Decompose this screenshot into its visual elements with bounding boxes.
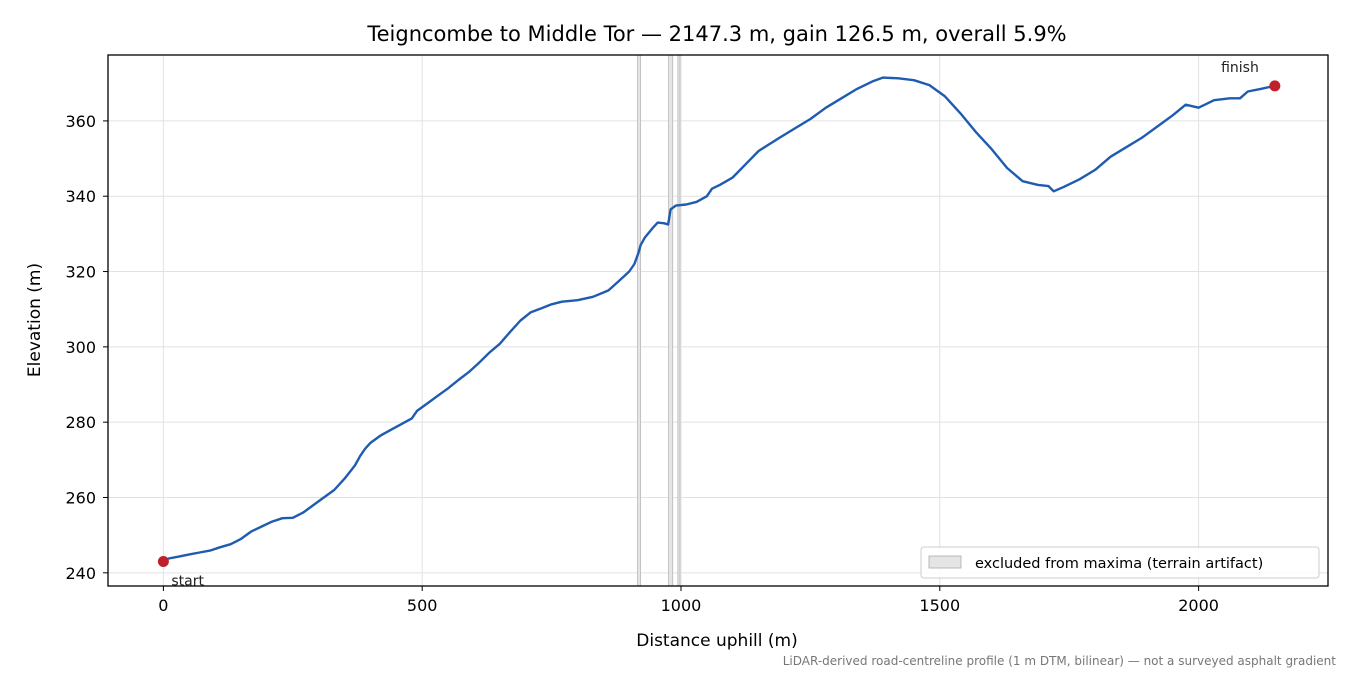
x-tick-label: 1000: [661, 596, 702, 615]
legend-swatch: [928, 555, 962, 569]
legend-box: [920, 546, 1320, 579]
excluded-range: [668, 54, 674, 587]
footnote: LiDAR-derived road-centreline profile (1…: [783, 654, 1337, 668]
y-tick-label: 320: [65, 263, 96, 282]
x-tick-label: 1500: [919, 596, 960, 615]
series-layer: [162, 76, 1276, 563]
finish-label: finish: [1221, 60, 1259, 76]
start-label: start: [171, 574, 204, 590]
x-tick-label: 0: [158, 596, 168, 615]
legend-label: excluded from maxima (terrain artifact): [975, 556, 1263, 572]
y-axis-label: Elevation (m): [25, 263, 45, 377]
excluded-range: [677, 54, 681, 587]
x-tick-label: 500: [407, 596, 438, 615]
excluded-ranges: [637, 54, 681, 587]
legend: excluded from maxima (terrain artifact): [920, 546, 1320, 579]
markers-layer: start finish: [157, 60, 1281, 590]
y-tick-label: 360: [65, 112, 96, 131]
y-tick-label: 240: [65, 564, 96, 583]
axis-ticks: 0 500 1000 1500 2000 240 260 280 300 320 340 360: [65, 112, 1219, 615]
grid-lines: [108, 55, 1328, 586]
y-tick-label: 280: [65, 413, 96, 432]
x-axis-label: Distance uphill (m): [636, 631, 797, 651]
x-tick-label: 2000: [1178, 596, 1219, 615]
start-marker: [157, 556, 169, 568]
excluded-range: [637, 54, 642, 587]
chart-title: Teigncombe to Middle Tor — 2147.3 m, gai…: [366, 22, 1066, 46]
y-tick-label: 260: [65, 489, 96, 508]
y-tick-label: 300: [65, 338, 96, 357]
elevation-line: [162, 76, 1276, 563]
y-tick-label: 340: [65, 187, 96, 206]
finish-marker: [1269, 80, 1281, 92]
plot-frame: [107, 54, 1329, 587]
